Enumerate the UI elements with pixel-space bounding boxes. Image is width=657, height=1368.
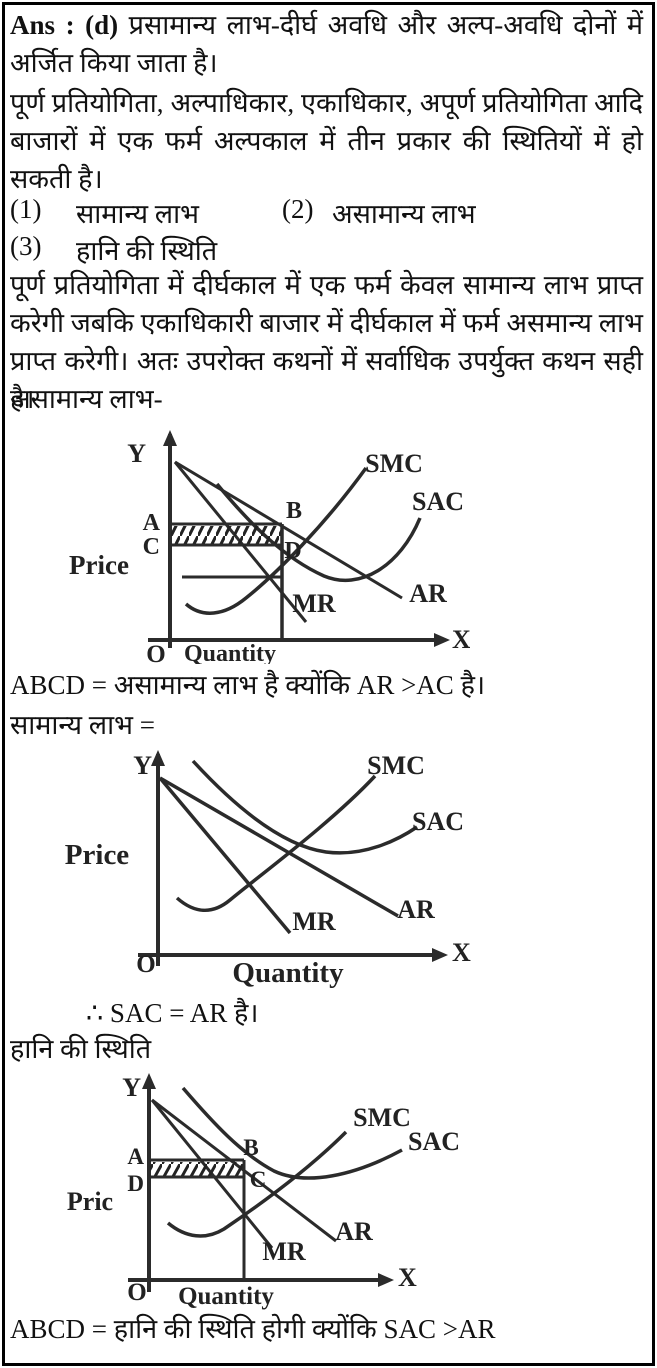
profit-list-row-1: (1) सामान्य लाभ (2) असामान्य लाभ [0, 194, 657, 232]
x-axis-arrow-icon [434, 633, 450, 647]
smc-curve [184, 466, 368, 615]
ar-curve [159, 776, 399, 918]
smc-curve [175, 774, 377, 913]
mr-curve-label: MR [262, 1237, 306, 1266]
point-c-label: C [143, 534, 160, 560]
x-axis-label: X [452, 938, 471, 967]
heading-normal-profit-text: सामान्य लाभ = [10, 710, 156, 740]
y-axis-arrow-icon [163, 430, 177, 446]
profit-list-row-2: (3) हानि की स्थिति [0, 231, 657, 269]
caption-loss-text: ABCD = हानि की स्थिति होगी क्योंकि SAC >… [10, 1314, 496, 1344]
y-axis-label: Y [122, 1073, 141, 1102]
caption-loss: ABCD = हानि की स्थिति होगी क्योंकि SAC >… [10, 1310, 643, 1348]
mr-curve [158, 776, 292, 935]
point-d-label: D [127, 1171, 144, 1196]
quantity-axis-title: Quantity [178, 1283, 274, 1310]
answer-paragraph-3: पूर्ण प्रतियोगिता में दीर्घकाल में एक फर… [10, 266, 643, 418]
answer-paragraph-2: पूर्ण प्रतियोगिता, अल्पाधिकार, एकाधिकार,… [10, 84, 643, 198]
sac-curve-label: SAC [412, 487, 464, 516]
point-d-label: D [284, 538, 301, 564]
price-axis-title: Pric [67, 1187, 113, 1216]
answer-paragraph-1-text: प्रसामान्य लाभ-दीर्घ अवधि और अल्प-अवधि द… [10, 10, 643, 78]
ar-curve-label: AR [335, 1217, 373, 1246]
answer-paragraph-1: Ans : (d) प्रसामान्य लाभ-दीर्घ अवधि और अ… [10, 6, 643, 82]
sac-curve [191, 759, 418, 855]
answer-paragraph-3-text: पूर्ण प्रतियोगिता में दीर्घकाल में एक फर… [10, 270, 643, 414]
normal-profit-diagram: Y X O Price Quantity SMC SAC AR MR [65, 750, 471, 988]
loss-diagram: Y X O Pric Quantity A D B C SMC SAC AR M… [67, 1073, 460, 1310]
caption-abnormal-profit: ABCD = असामान्य लाभ है क्योंकि AR >AC है… [10, 666, 643, 704]
y-axis-arrow-icon [151, 750, 165, 766]
quantity-axis-title: Quantity [184, 641, 276, 664]
heading-loss: हानि की स्थिति [10, 1030, 643, 1068]
point-b-label: B [286, 498, 302, 524]
ar-curve-label: AR [409, 579, 447, 608]
list-item-1-label: सामान्य लाभ [76, 199, 200, 229]
quantity-axis-title: Quantity [232, 957, 344, 988]
list-item-3-number: (3) [10, 231, 42, 261]
answer-option-label: Ans : (d) [10, 10, 119, 40]
loss-rectangle-hatch [150, 1162, 244, 1177]
sac-curve [181, 1086, 403, 1180]
smc-curve [166, 1130, 348, 1238]
mr-curve-label: MR [292, 907, 336, 936]
list-item-3-label: हानि की स्थिति [76, 236, 218, 266]
origin-label: O [136, 951, 155, 978]
heading-abnormal-profit-text: असामान्य लाभ- [10, 384, 163, 414]
caption-normal-profit-text: ∴ SAC = AR है। [86, 998, 259, 1028]
heading-loss-text: हानि की स्थिति [10, 1034, 152, 1064]
mr-curve-label: MR [292, 589, 336, 618]
ar-curve [174, 460, 403, 600]
y-axis-label: Y [133, 751, 152, 780]
caption-normal-profit: ∴ SAC = AR है। [10, 994, 643, 1032]
heading-abnormal-profit: असामान्य लाभ- [10, 380, 643, 418]
ar-curve-label: AR [397, 895, 435, 924]
abnormal-profit-diagram: Y X O Price Quantity A C B D SMC SAC AR … [69, 430, 470, 664]
y-axis-label: Y [127, 439, 146, 468]
x-axis-arrow-icon [432, 948, 448, 962]
point-b-label: B [243, 1135, 258, 1160]
list-item-2-number: (2) [282, 194, 314, 224]
point-a-label: A [127, 1144, 144, 1169]
answer-paragraph-2-text: पूर्ण प्रतियोगिता, अल्पाधिकार, एकाधिकार,… [10, 88, 643, 194]
list-item-1-number: (1) [10, 194, 42, 224]
smc-curve-label: SMC [365, 449, 423, 478]
point-a-label: A [143, 510, 161, 536]
heading-normal-profit: सामान्य लाभ = [10, 706, 643, 744]
point-c-label: C [250, 1167, 267, 1192]
price-axis-title: Price [69, 550, 129, 580]
x-axis-label: X [398, 1263, 417, 1292]
x-axis-arrow-icon [378, 1273, 394, 1287]
origin-label: O [127, 1279, 146, 1306]
y-axis-arrow-icon [142, 1073, 156, 1089]
list-item-2-label: असामान्य लाभ [332, 199, 476, 229]
smc-curve-label: SMC [367, 751, 425, 780]
sac-curve-label: SAC [412, 807, 464, 836]
caption-abnormal-profit-text: ABCD = असामान्य लाभ है क्योंकि AR >AC है… [10, 670, 486, 700]
sac-curve [215, 482, 422, 582]
price-axis-title: Price [65, 839, 130, 871]
smc-curve-label: SMC [353, 1103, 411, 1132]
x-axis-label: X [452, 625, 470, 654]
sac-curve-label: SAC [408, 1127, 460, 1156]
profit-rectangle-hatch [171, 526, 281, 544]
origin-label: O [146, 641, 165, 664]
